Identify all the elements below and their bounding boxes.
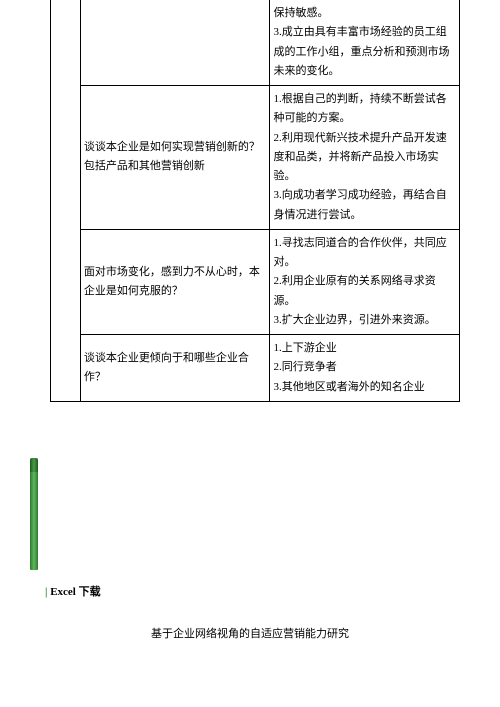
answer-cell: 保持敏感。3.成立由具有丰富市场经验的员工组成的工作小组，重点分析和预测市场未来… (270, 0, 460, 86)
excel-download-link[interactable]: | Excel 下载 (45, 583, 101, 599)
excel-download-label: Excel 下载 (50, 586, 100, 598)
question-cell: 面对市场变化，感到力不从心时，本企业是如何克服的？ (80, 229, 270, 334)
table-row: 谈谈本企业更倾向于和哪些企业合作？ 1.上下游企业2.同行竞争者3.其他地区或者… (51, 335, 460, 402)
answer-cell: 1.上下游企业2.同行竞争者3.其他地区或者海外的知名企业 (270, 335, 460, 402)
main-table-container: 保持敏感。3.成立由具有丰富市场经验的员工组成的工作小组，重点分析和预测市场未来… (50, 0, 460, 402)
table-row: 保持敏感。3.成立由具有丰富市场经验的员工组成的工作小组，重点分析和预测市场未来… (51, 0, 460, 86)
content-table: 保持敏感。3.成立由具有丰富市场经验的员工组成的工作小组，重点分析和预测市场未来… (50, 0, 460, 402)
answer-cell: 1.寻找志同道合的合作伙伴，共同应对。2.利用企业原有的关系网络寻求资源。3.扩… (270, 229, 460, 334)
table-row: 面对市场变化，感到力不从心时，本企业是如何克服的？ 1.寻找志同道合的合作伙伴，… (51, 229, 460, 334)
footer-title: 基于企业网络视角的自适应营销能力研究 (0, 625, 500, 641)
answer-cell: 1.根据自己的判断，持续不断尝试各种可能的方案。2.利用现代新兴技术提升产品开发… (270, 86, 460, 230)
question-cell: 谈谈本企业更倾向于和哪些企业合作？ (80, 335, 270, 402)
question-cell: 谈谈本企业是如何实现营销创新的？包括产品和其他营销创新 (80, 86, 270, 230)
decorative-green-bar (30, 460, 38, 570)
pipe-icon: | (45, 586, 47, 598)
table-row: 谈谈本企业是如何实现营销创新的？包括产品和其他营销创新 1.根据自己的判断，持续… (51, 86, 460, 230)
row-group-cell (51, 0, 81, 401)
question-cell (80, 0, 270, 86)
